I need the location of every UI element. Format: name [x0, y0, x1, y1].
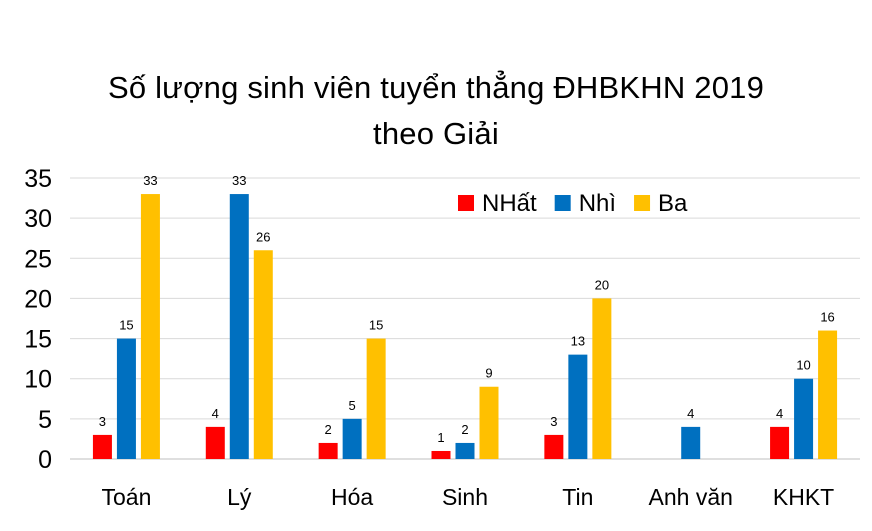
data-label: 3: [550, 414, 557, 429]
data-label: 3: [99, 414, 106, 429]
bar-NHất-Hóa: [318, 442, 338, 459]
data-label: 15: [369, 318, 383, 333]
gridlines: [70, 177, 860, 460]
y-tick-label: 30: [24, 205, 52, 233]
bar-Ba-Hóa: [366, 338, 386, 459]
bar-Nhì-Tin: [568, 354, 588, 459]
data-label: 33: [143, 173, 157, 188]
bar-NHất-Tin: [544, 434, 564, 459]
y-tick-label: 20: [24, 285, 52, 313]
bar-Nhì-Lý: [229, 194, 249, 460]
x-tick-label: Lý: [227, 484, 252, 510]
chart-title-line-2: theo Giải: [373, 116, 499, 151]
data-label: 4: [776, 406, 783, 421]
data-label: 9: [485, 366, 492, 381]
bar-Nhì-Sinh: [455, 442, 475, 459]
data-label: 10: [796, 358, 810, 373]
data-label: 2: [325, 422, 332, 437]
bar-NHất-Toán: [92, 434, 112, 459]
legend: NHất Nhì Ba: [458, 190, 688, 217]
data-label: 33: [232, 173, 246, 188]
bar-Ba-Tin: [592, 298, 612, 459]
x-tick-label: Hóa: [331, 484, 373, 510]
chart-title-line-1: Số lượng sinh viên tuyển thẳng ĐHBKHN 20…: [107, 70, 765, 105]
y-tick-label: 5: [38, 406, 52, 434]
x-tick-label: Toán: [101, 484, 151, 510]
legend-label: NHất: [482, 190, 537, 217]
bar-NHất-KHKT: [770, 426, 790, 459]
legend-swatch: [554, 195, 571, 211]
bars: [92, 194, 838, 460]
data-label: 26: [256, 229, 270, 244]
bar-Nhì-KHKT: [794, 378, 814, 459]
data-label: 1: [437, 430, 444, 445]
data-label: 20: [595, 277, 609, 292]
data-label: 5: [349, 398, 356, 413]
y-tick-label: 10: [24, 366, 52, 394]
bar-Nhì-Anh văn: [681, 426, 701, 459]
data-label: 13: [571, 334, 585, 349]
data-label: 2: [461, 422, 468, 437]
x-tick-label: KHKT: [773, 484, 834, 510]
bar-Ba-Toán: [140, 194, 160, 460]
data-label: 15: [119, 318, 133, 333]
bar-Ba-KHKT: [818, 330, 838, 459]
legend-swatch: [458, 195, 474, 211]
bar-Ba-Lý: [253, 250, 273, 459]
data-label: 16: [820, 310, 834, 325]
bar-Nhì-Hóa: [342, 418, 362, 459]
data-label: 4: [687, 406, 694, 421]
bar-Ba-Sinh: [479, 386, 499, 459]
legend-label: Ba: [658, 190, 688, 217]
y-tick-label: 15: [24, 326, 52, 354]
y-tick-label: 25: [24, 245, 52, 273]
bar-NHất-Lý: [205, 426, 225, 459]
legend-swatch: [634, 195, 651, 211]
x-tick-label: Sinh: [442, 484, 488, 510]
y-tick-label: 35: [24, 165, 52, 193]
data-label: 4: [212, 406, 219, 421]
bar-Nhì-Toán: [116, 338, 136, 459]
x-tick-label: Tin: [562, 484, 593, 510]
legend-label: Nhì: [579, 190, 616, 217]
y-axis-ticks: 0 5 10 15 20 25 30 35: [24, 165, 52, 474]
x-tick-label: Anh văn: [649, 484, 733, 510]
y-tick-label: 0: [38, 446, 52, 474]
x-axis-ticks: Toán Lý Hóa Sinh Tin Anh văn KHKT: [101, 484, 834, 510]
bar-NHất-Sinh: [431, 450, 451, 459]
